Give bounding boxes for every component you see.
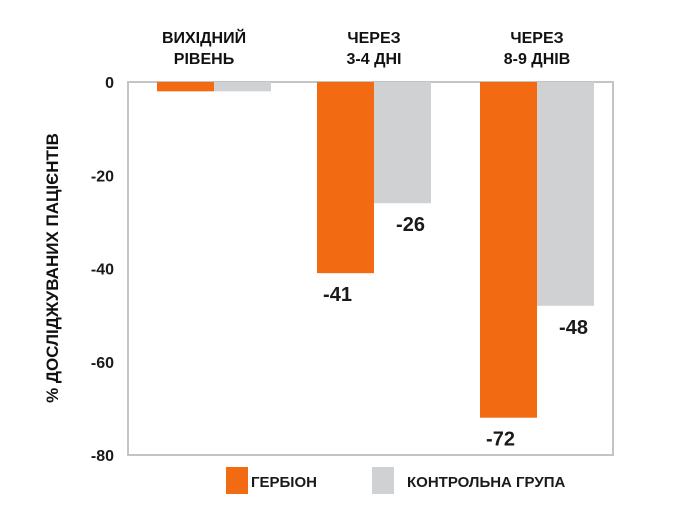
category-label-line: 8-9 ДНІВ	[504, 51, 571, 68]
bar-control-1	[214, 82, 271, 92]
bar-herbion-3	[480, 82, 537, 418]
data-label: -41	[323, 284, 352, 306]
legend-label: КОНТРОЛЬНА ГРУПА	[407, 474, 565, 491]
y-tick-label: -40	[91, 262, 114, 279]
data-label: -26	[396, 214, 425, 236]
y-tick-label: -80	[91, 448, 114, 465]
category-label-line: ЧЕРЕЗ	[510, 30, 563, 47]
bar-control-2	[374, 82, 431, 204]
category-label-line: 3-4 ДНІ	[347, 51, 402, 68]
category-label-line: ВИХІДНИЙ	[162, 28, 246, 47]
legend-swatch	[372, 467, 394, 494]
y-tick-label: 0	[105, 75, 114, 92]
bar-herbion-2	[317, 82, 374, 274]
bar-herbion-1	[157, 82, 214, 92]
y-axis-title: % ДОСЛІДЖУВАНИХ ПАЦІЄНТІВ	[43, 133, 62, 403]
data-label: -72	[486, 429, 515, 451]
category-label-bg	[310, 22, 438, 74]
y-tick-label: -60	[91, 355, 114, 372]
legend-item-1: ГЕРБІОН	[226, 467, 317, 494]
legend-swatch	[226, 467, 248, 494]
category-label-bg	[140, 22, 268, 74]
category-label-bg	[473, 22, 601, 74]
category-label-2: ЧЕРЕЗ 3-4 ДНІ	[310, 22, 438, 74]
legend-item-2: КОНТРОЛЬНА ГРУПА	[372, 467, 565, 494]
category-label-1: ВИХІДНИЙ РІВЕНЬ	[140, 22, 268, 74]
y-tick-label: -20	[91, 168, 114, 185]
category-label-line: ЧЕРЕЗ	[347, 30, 400, 47]
data-label: -48	[559, 317, 588, 339]
category-label-3: ЧЕРЕЗ 8-9 ДНІВ	[473, 22, 601, 74]
bar-control-3	[537, 82, 594, 306]
legend-label: ГЕРБІОН	[251, 474, 317, 491]
category-label-line: РІВЕНЬ	[174, 51, 234, 68]
